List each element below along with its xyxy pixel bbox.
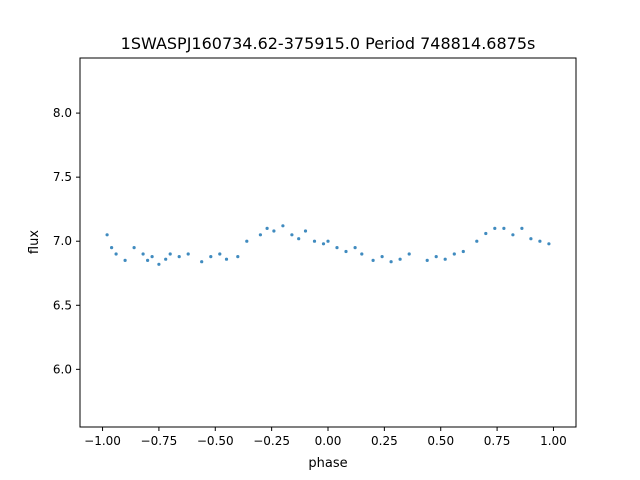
data-point — [132, 246, 136, 250]
data-point — [529, 237, 533, 241]
data-point — [258, 233, 262, 237]
data-point — [209, 255, 213, 259]
data-point — [110, 246, 114, 250]
data-point — [218, 252, 222, 256]
y-tick-label: 6.0 — [53, 362, 72, 376]
data-point — [538, 239, 542, 243]
data-point — [146, 258, 150, 262]
data-point — [265, 226, 269, 230]
data-point — [344, 249, 348, 254]
y-tick-label: 8.0 — [53, 106, 72, 120]
data-point — [236, 255, 240, 259]
chart-title: 1SWASPJ160734.62-375915.0 Period 748814.… — [121, 34, 536, 53]
x-tick-label: −0.25 — [253, 434, 290, 448]
y-axis: 6.0 6.5 7.0 7.5 8.0 — [53, 106, 80, 376]
data-point — [326, 239, 330, 243]
data-point — [380, 255, 384, 259]
data-point — [452, 252, 456, 256]
data-point — [123, 258, 127, 262]
data-point — [114, 252, 118, 256]
data-point — [297, 237, 301, 241]
y-tick-label: 7.5 — [53, 170, 72, 184]
data-point — [461, 249, 465, 254]
data-point — [157, 262, 161, 266]
data-point — [389, 260, 393, 264]
data-point — [484, 231, 488, 236]
data-point — [335, 246, 339, 250]
data-point — [443, 257, 447, 261]
y-tick-label: 7.0 — [53, 234, 72, 248]
data-point — [168, 252, 172, 256]
data-point — [150, 255, 154, 259]
data-point — [303, 229, 308, 233]
data-point — [224, 257, 229, 261]
data-point — [177, 255, 181, 259]
x-axis: −1.00 −0.75 −0.50 −0.25 0.00 0.25 0.50 0.75 1.00 — [84, 427, 567, 448]
data-point — [272, 229, 276, 233]
data-point — [475, 239, 479, 243]
data-point — [547, 242, 551, 246]
data-point — [407, 252, 411, 256]
x-tick-label: −0.50 — [197, 434, 234, 448]
x-tick-label: 0.50 — [427, 434, 454, 448]
data-point — [186, 252, 190, 256]
data-points — [105, 224, 551, 266]
data-point — [502, 226, 506, 230]
data-point — [164, 257, 168, 261]
y-axis-label: flux — [27, 230, 42, 254]
data-point — [353, 246, 357, 250]
data-point — [105, 233, 109, 237]
data-point — [371, 258, 375, 262]
x-tick-label: −1.00 — [84, 434, 121, 448]
data-point — [360, 252, 364, 256]
x-tick-label: 1.00 — [540, 434, 567, 448]
data-point — [281, 224, 285, 228]
data-point — [312, 239, 317, 243]
data-point — [200, 260, 204, 264]
data-point — [511, 233, 515, 237]
data-point — [245, 239, 249, 243]
x-axis-label: phase — [308, 456, 347, 471]
data-point — [520, 226, 524, 230]
x-tick-label: −0.75 — [141, 434, 178, 448]
data-point — [141, 252, 145, 256]
x-tick-label: 0.00 — [315, 434, 342, 448]
data-point — [398, 257, 402, 261]
x-tick-label: 0.75 — [484, 434, 511, 448]
data-point — [493, 226, 497, 230]
y-tick-label: 6.5 — [53, 298, 72, 312]
data-point — [290, 233, 294, 237]
data-point — [434, 255, 438, 259]
data-point — [425, 258, 429, 262]
data-point — [321, 242, 326, 246]
x-tick-label: 0.25 — [371, 434, 398, 448]
